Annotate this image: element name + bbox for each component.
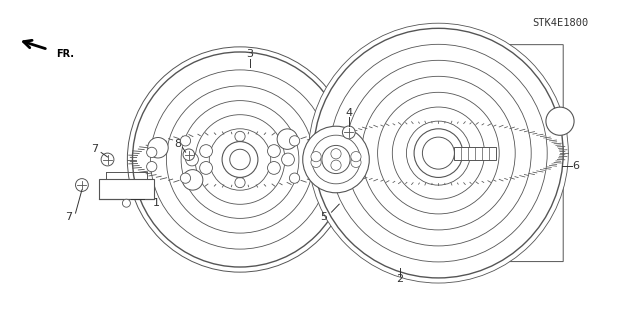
Circle shape <box>148 137 168 158</box>
Circle shape <box>323 147 333 158</box>
Circle shape <box>222 142 258 177</box>
Circle shape <box>127 47 353 272</box>
Circle shape <box>330 44 547 262</box>
Circle shape <box>150 70 330 249</box>
Circle shape <box>195 115 285 204</box>
Circle shape <box>230 149 250 170</box>
Text: 7: 7 <box>65 212 73 222</box>
Circle shape <box>378 92 499 214</box>
Circle shape <box>182 170 203 190</box>
Circle shape <box>308 23 568 283</box>
Circle shape <box>277 129 298 149</box>
Circle shape <box>268 161 280 174</box>
Circle shape <box>322 145 350 174</box>
Circle shape <box>132 52 348 267</box>
Circle shape <box>346 60 531 246</box>
Circle shape <box>235 131 245 142</box>
Circle shape <box>351 157 361 167</box>
Circle shape <box>180 136 191 146</box>
Circle shape <box>289 136 300 146</box>
Circle shape <box>312 161 332 182</box>
Circle shape <box>186 153 198 166</box>
Circle shape <box>183 149 195 160</box>
Text: 6: 6 <box>573 161 579 171</box>
Text: STK4E1800: STK4E1800 <box>532 18 588 28</box>
Circle shape <box>289 173 300 183</box>
Circle shape <box>314 28 563 278</box>
Circle shape <box>235 177 245 188</box>
Circle shape <box>311 157 321 167</box>
Circle shape <box>234 141 246 154</box>
Circle shape <box>200 161 212 174</box>
Circle shape <box>282 153 294 166</box>
FancyBboxPatch shape <box>99 179 154 199</box>
Circle shape <box>414 129 463 177</box>
Polygon shape <box>339 45 563 262</box>
Circle shape <box>406 121 470 185</box>
Circle shape <box>234 165 246 178</box>
Circle shape <box>101 153 114 166</box>
Circle shape <box>331 149 341 159</box>
Circle shape <box>392 107 484 199</box>
Text: 3: 3 <box>246 49 253 59</box>
Circle shape <box>268 145 280 158</box>
Circle shape <box>546 107 574 135</box>
Circle shape <box>362 76 515 230</box>
Text: 7: 7 <box>91 144 99 154</box>
FancyBboxPatch shape <box>454 147 496 160</box>
Text: 8: 8 <box>174 138 182 149</box>
Circle shape <box>342 126 355 139</box>
Circle shape <box>200 145 212 158</box>
Circle shape <box>180 173 191 183</box>
Circle shape <box>166 86 314 233</box>
Text: FR.: FR. <box>56 49 74 59</box>
Circle shape <box>303 126 369 193</box>
Circle shape <box>323 161 333 172</box>
Circle shape <box>311 152 321 162</box>
Text: 1: 1 <box>154 197 160 208</box>
Circle shape <box>312 135 360 184</box>
Circle shape <box>147 161 157 172</box>
Text: 5: 5 <box>320 212 326 222</box>
Text: 4: 4 <box>345 108 353 118</box>
Circle shape <box>209 129 271 190</box>
Circle shape <box>181 100 299 219</box>
Text: 2: 2 <box>396 274 404 284</box>
Circle shape <box>351 152 361 162</box>
Circle shape <box>147 147 157 158</box>
Circle shape <box>331 160 341 170</box>
Circle shape <box>422 137 454 169</box>
Circle shape <box>122 199 131 207</box>
Circle shape <box>76 179 88 191</box>
